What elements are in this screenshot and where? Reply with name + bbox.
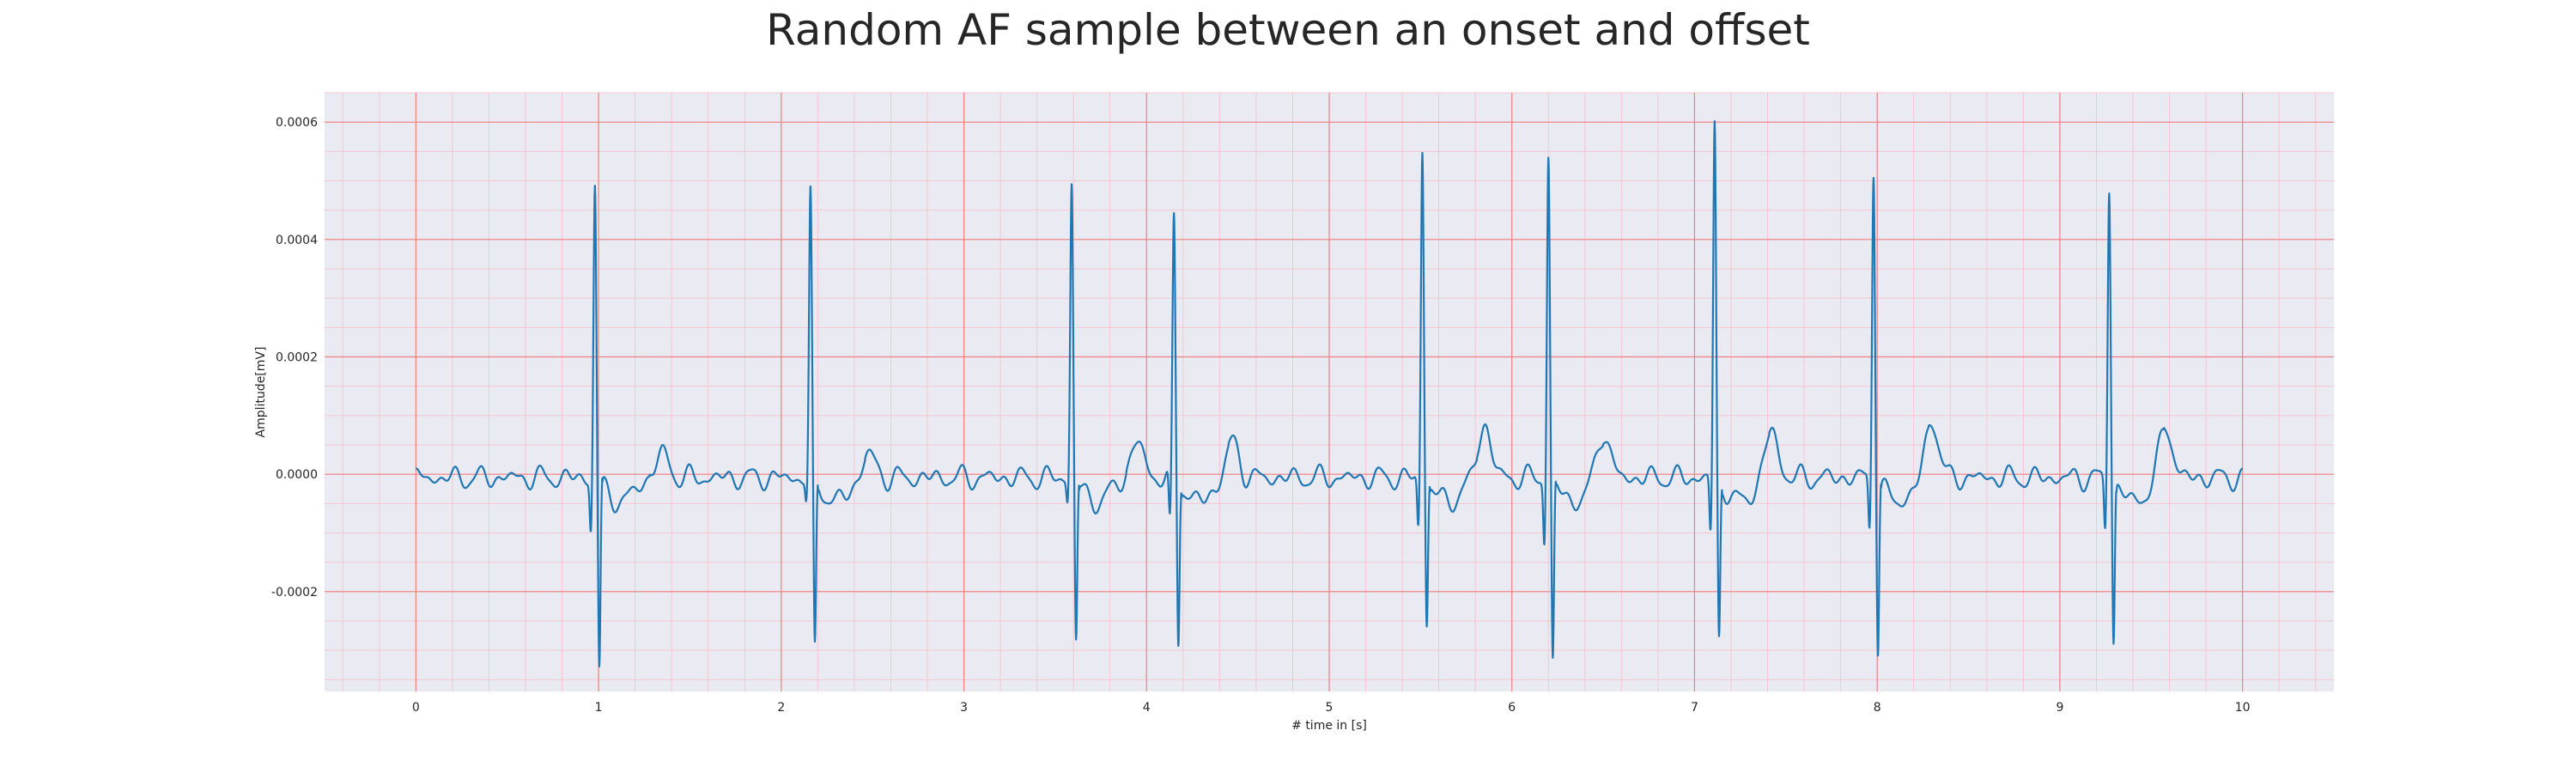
- x-tick-label: 10: [2235, 701, 2251, 715]
- x-tick-label: 0: [412, 701, 420, 715]
- x-tick-label: 3: [960, 701, 968, 715]
- x-tick-label: 8: [1874, 701, 1881, 715]
- x-tick-label: 2: [777, 701, 785, 715]
- x-tick-label: 5: [1326, 701, 1334, 715]
- x-tick-label: 9: [2056, 701, 2063, 715]
- major-grid: [325, 93, 2334, 691]
- x-axis-label: # time in [s]: [1291, 719, 1367, 733]
- x-tick-label: 6: [1508, 701, 1516, 715]
- y-tick-label: -0.0002: [271, 586, 318, 600]
- y-tick-label: 0.0004: [276, 234, 318, 247]
- x-tick-label: 7: [1691, 701, 1698, 715]
- y-tick-label: 0.0002: [276, 351, 318, 365]
- y-tick-label: 0.0006: [276, 116, 318, 130]
- series-line: [415, 120, 2244, 668]
- y-axis-ticks: -0.0002 0.0000 0.0002 0.0004 0.0006: [271, 116, 318, 600]
- x-tick-label: 1: [595, 701, 603, 715]
- x-tick-label: 4: [1143, 701, 1151, 715]
- chart-title: Random AF sample between an onset and of…: [766, 5, 1810, 55]
- y-tick-label: 0.0000: [276, 468, 318, 482]
- x-axis-ticks: 0 1 2 3 4 5 6 7 8 9 10: [412, 701, 2251, 715]
- y-axis-label: Amplitude[mV]: [254, 347, 268, 438]
